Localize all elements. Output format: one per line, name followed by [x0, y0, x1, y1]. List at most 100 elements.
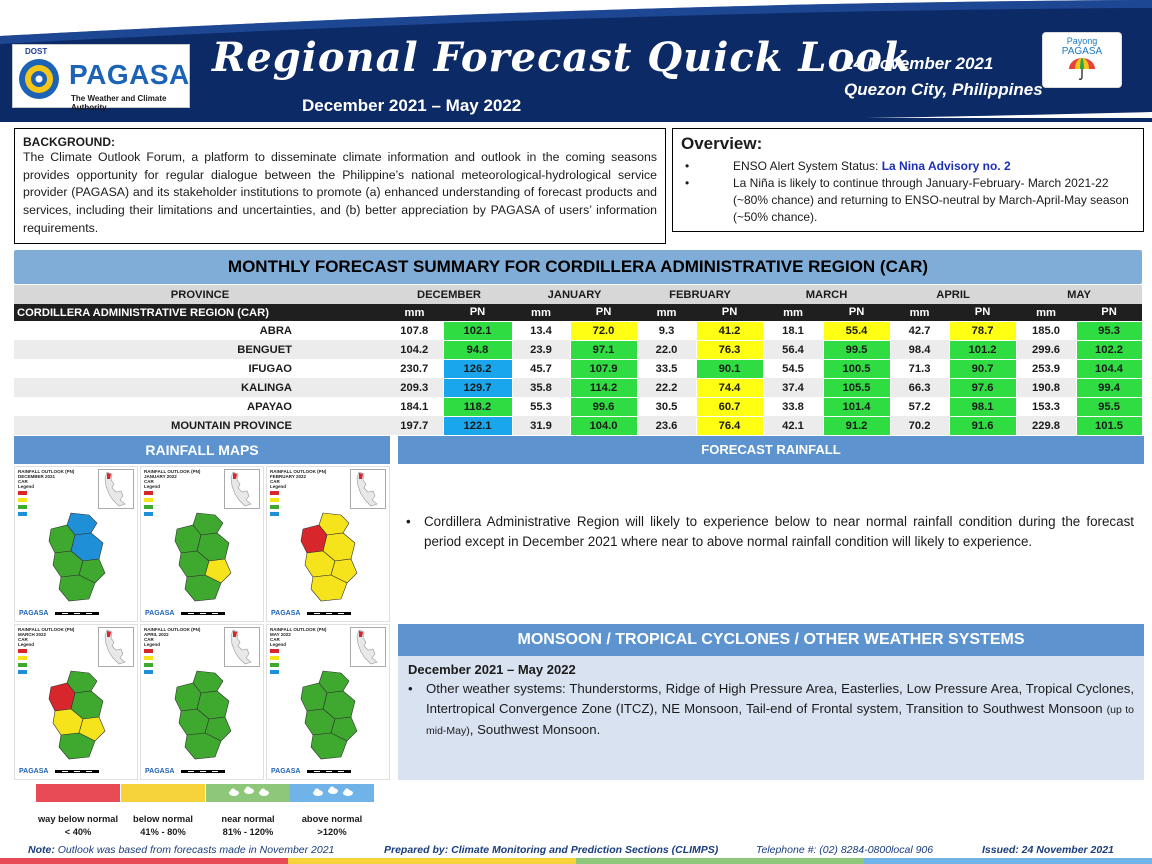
map-title: RAINFALL OUTLOOK (PN) DECEMBER 2021 CAR — [18, 469, 75, 484]
rainfall-mm-cell: 33.8 — [782, 400, 804, 413]
rainfall-mm-cell: 153.3 — [1032, 400, 1061, 413]
percent-normal-cell: 74.4 — [695, 377, 764, 398]
map-legend-swatch — [18, 670, 27, 674]
map-pagasa-logo: PAGASA — [19, 610, 49, 617]
map-legend-swatch — [144, 512, 153, 516]
month-column-header: JANUARY — [512, 285, 638, 304]
background-text: The Climate Outlook Forum, a platform to… — [23, 150, 657, 235]
pn-column-header: PN — [696, 304, 764, 321]
map-scale-bar — [307, 612, 351, 615]
bullet-icon: • — [406, 514, 411, 529]
rainfall-mm-cell: 299.6 — [1016, 340, 1077, 359]
pn-column-header: PN — [823, 304, 891, 321]
issue-date: 24 November 2021 — [844, 54, 994, 73]
rainfall-mm-cell: 33.5 — [655, 362, 678, 375]
rainfall-mm-cell: 184.1 — [400, 400, 429, 413]
category-label: near normal 81% - 120% — [200, 813, 296, 839]
map-pagasa-logo: PAGASA — [19, 768, 49, 775]
rainfall-mm-cell: 37.4 — [763, 378, 824, 397]
car-region-map — [174, 512, 232, 602]
percent-normal-cell: 104.0 — [569, 415, 638, 436]
car-region-map — [300, 670, 358, 760]
bullet-icon: • — [685, 159, 690, 173]
percent-normal-cell: 99.6 — [569, 396, 638, 417]
percent-normal-cell: 102.1 — [442, 320, 513, 341]
overview-heading: Overview: — [681, 134, 763, 153]
pn-column-header: PN — [1076, 304, 1143, 321]
map-title: RAINFALL OUTLOOK (PN) FEBRUARY 2022 CAR — [270, 469, 327, 484]
rainfall-mm-cell: 31.9 — [512, 416, 570, 435]
category-label: below normal 41% - 80% — [115, 813, 211, 839]
percent-normal-cell: 91.2 — [822, 415, 891, 436]
rainfall-mm-cell: 209.3 — [386, 378, 443, 397]
pagasa-seal-icon — [19, 59, 59, 99]
table-row: ABRA 107.8 102.1 13.4 72.0 9.3 41.2 18.1 55.4 42.… — [14, 320, 1143, 341]
map-legend-swatch — [18, 505, 27, 509]
rainfall-mm-cell: 55.3 — [530, 400, 552, 413]
percent-normal-cell: 95.5 — [1075, 396, 1143, 417]
map-scale-bar — [307, 770, 351, 773]
enso-status-value: La Nina Advisory no. 2 — [881, 159, 1011, 173]
percent-normal-cell: 55.4 — [822, 320, 891, 341]
rainfall-mm-cell: 253.9 — [1032, 362, 1061, 375]
percent-normal-cell: 97.1 — [569, 339, 638, 360]
rainfall-mm-cell: 230.7 — [400, 362, 429, 375]
rainfall-mm-cell: 42.1 — [763, 416, 824, 435]
map-legend-label: Legend — [144, 642, 161, 647]
table-row: KALINGA 209.3 129.7 35.8 114.2 22.2 74.4 37.4 10… — [14, 377, 1143, 398]
rainfall-mm-cell: 70.2 — [890, 416, 950, 435]
rainfall-map-panel: RAINFALL OUTLOOK (PN) DECEMBER 2021 CAR L… — [14, 466, 138, 622]
footer-issued: Issued: 24 November 2021 — [982, 844, 1114, 856]
month-column-header: MARCH — [763, 285, 891, 304]
table-subheader-row: CORDILLERA ADMINISTRATIVE REGION (CAR) mm… — [14, 304, 1143, 321]
mm-column-header: mm — [637, 304, 697, 321]
percent-normal-cell: 94.8 — [442, 339, 513, 360]
footer: Note: Outlook was based from forecasts m… — [0, 842, 1152, 864]
map-legend-swatch — [18, 498, 27, 502]
table-row: BENGUET 104.2 94.8 23.9 97.1 22.0 76.3 56.4 99.5… — [14, 339, 1143, 360]
percent-normal-cell: 90.7 — [948, 358, 1017, 379]
forecast-table-title: MONTHLY FORECAST SUMMARY FOR CORDILLERA … — [14, 250, 1142, 284]
monsoon-text-note: (up to mid-May) — [426, 703, 1134, 738]
pn-column-header: PN — [949, 304, 1017, 321]
rainfall-mm-cell: 13.4 — [530, 324, 552, 337]
map-scale-bar — [181, 612, 225, 615]
footer-note-text: Outlook was based from forecasts made in… — [54, 844, 335, 856]
philippines-locator-map — [350, 469, 386, 509]
cloud-icon — [259, 788, 269, 796]
cloud-icon — [313, 788, 323, 796]
map-legend-swatch — [270, 505, 279, 509]
map-legend-swatch — [144, 670, 153, 674]
rainfall-map-panel: RAINFALL OUTLOOK (PN) APRIL 2022 CAR Lege… — [140, 624, 264, 780]
rainfall-mm-cell: 42.7 — [908, 324, 931, 337]
province-name: ABRA — [259, 324, 292, 337]
map-pagasa-logo: PAGASA — [145, 610, 175, 617]
dost-label: DOST — [25, 47, 48, 56]
rainfall-mm-cell: 35.8 — [512, 378, 570, 397]
monsoon-period: December 2021 – May 2022 — [408, 662, 576, 677]
philippines-locator-map — [98, 627, 134, 667]
pagasa-logo: DOST PAGASA The Weather and Climate Auth… — [12, 44, 190, 112]
map-scale-bar — [55, 612, 99, 615]
percent-normal-cell: 101.5 — [1075, 415, 1143, 436]
rainfall-mm-cell: 22.2 — [637, 378, 697, 397]
category-range: 41% - 80% — [140, 827, 186, 837]
category-name: below normal — [133, 814, 193, 824]
page-title: Regional Forecast Quick Look — [212, 34, 912, 81]
percent-normal-cell: 78.7 — [948, 320, 1017, 341]
percent-normal-cell: 60.7 — [695, 396, 764, 417]
rainfall-mm-cell: 23.6 — [637, 416, 697, 435]
rainfall-maps-heading: RAINFALL MAPS — [14, 436, 390, 464]
province-column-header: PROVINCE — [14, 285, 386, 304]
footer-strip-yellow — [288, 858, 576, 864]
footer-strip-blue — [864, 858, 1152, 864]
rainfall-mm-cell: 18.1 — [782, 324, 804, 337]
province-name: KALINGA — [14, 378, 386, 397]
percent-normal-cell: 41.2 — [695, 320, 764, 341]
banner-background — [0, 0, 1152, 122]
category-range: >120% — [317, 827, 347, 837]
mm-column-header: mm — [890, 304, 950, 321]
map-legend-swatch — [270, 512, 279, 516]
percent-normal-cell: 129.7 — [442, 377, 513, 398]
cloud-icon — [343, 788, 353, 796]
